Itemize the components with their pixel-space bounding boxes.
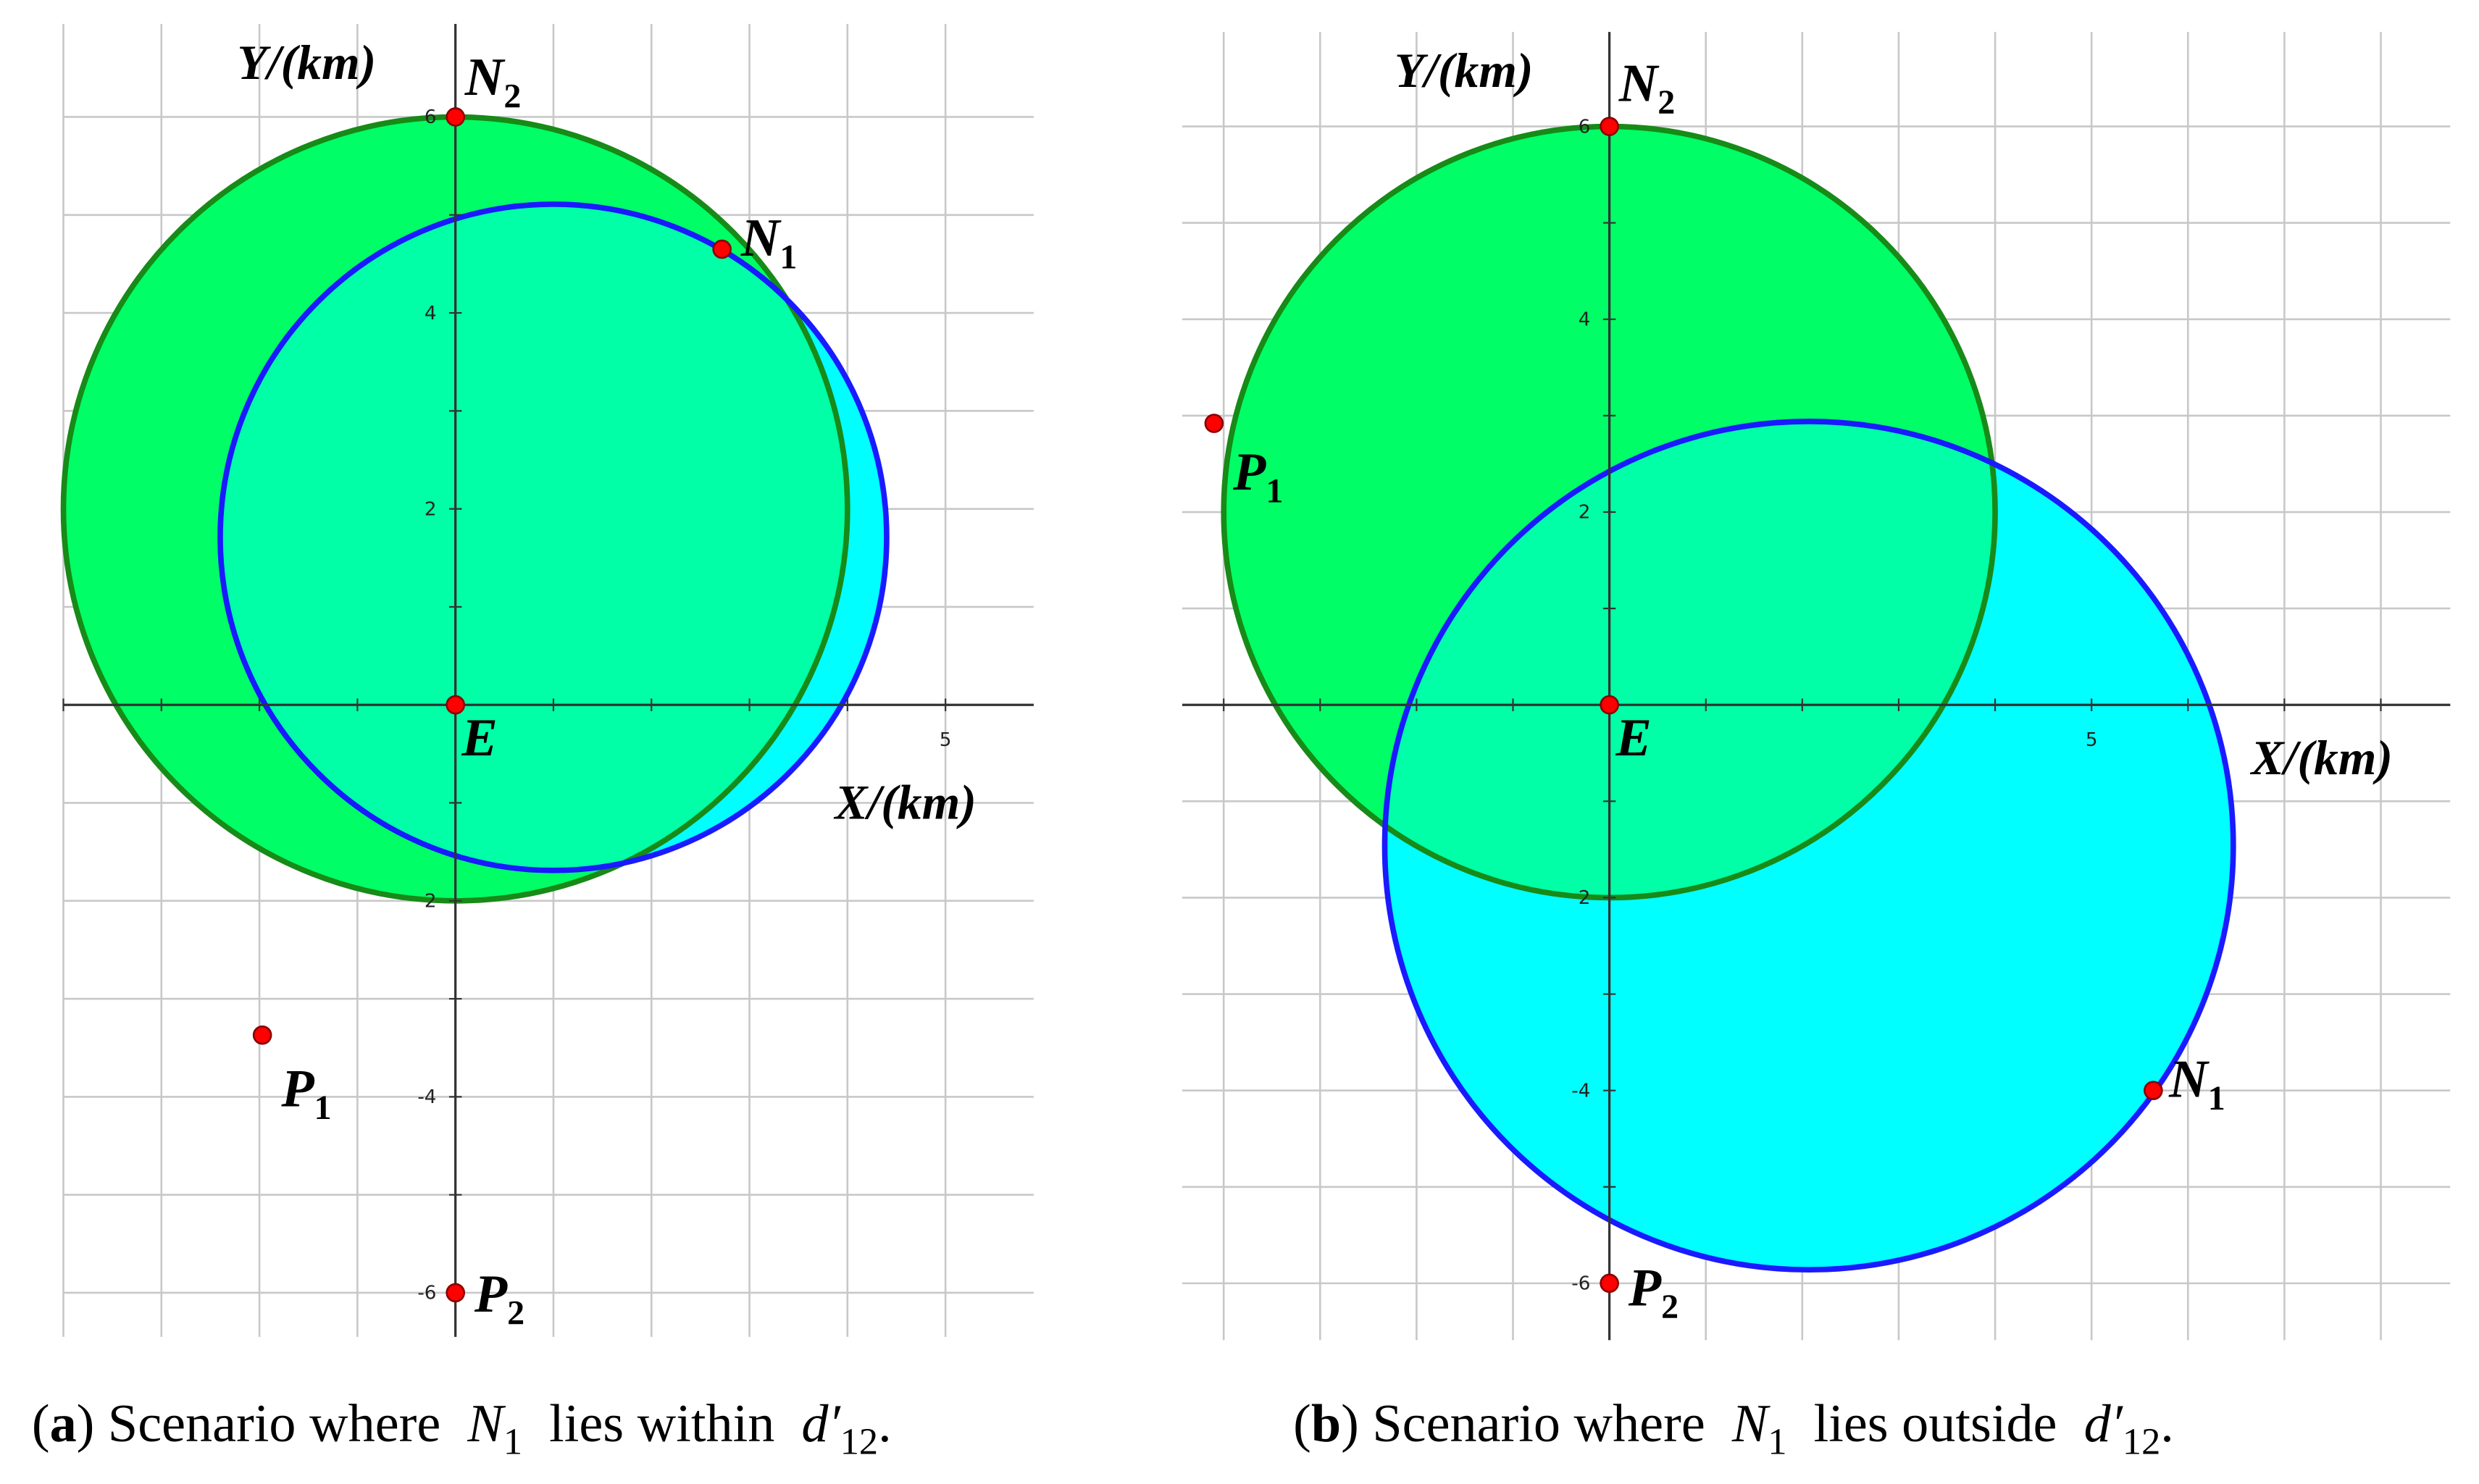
point-name: P <box>1628 1258 1662 1317</box>
point-label: N1 <box>740 209 798 276</box>
point <box>446 107 465 127</box>
caption-part: ) Scenario where <box>77 1394 468 1454</box>
caption: (a) Scenario where N1 lies within d′12. <box>32 1394 892 1462</box>
y-tick-label: 6 <box>425 106 437 128</box>
point-sub: 2 <box>1657 83 1675 122</box>
y-tick-label: 2 <box>425 891 437 913</box>
y-tick-label: 4 <box>425 303 437 324</box>
point-name: E <box>1615 708 1651 768</box>
caption-part: . <box>878 1394 892 1454</box>
point-label: E <box>1615 708 1651 768</box>
y-axis-label: Y/(km) <box>238 35 377 90</box>
y-tick-label: -6 <box>417 1283 436 1304</box>
point-sub: 2 <box>507 1294 524 1333</box>
caption-part: ( <box>32 1394 50 1454</box>
caption-part: d′ <box>801 1394 841 1454</box>
caption-part: N <box>1731 1394 1771 1454</box>
point-label: P2 <box>474 1265 524 1332</box>
point-sub: 1 <box>779 238 797 276</box>
y-tick-label: 2 <box>425 498 437 520</box>
point <box>712 239 732 259</box>
point <box>2144 1081 2163 1100</box>
x-tick-label: 5 <box>940 729 952 751</box>
point-label: P1 <box>280 1059 331 1126</box>
caption: (b) Scenario where N1 lies outside d′12. <box>1293 1394 2174 1462</box>
point-name: N <box>2168 1049 2210 1109</box>
caption-part: lies within <box>522 1394 801 1454</box>
point <box>446 695 465 715</box>
y-tick-label: 2 <box>1579 887 1591 909</box>
point <box>1600 117 1619 136</box>
y-tick-label: -4 <box>1571 1080 1590 1102</box>
caption-part: a <box>50 1394 77 1454</box>
circle-outline <box>1381 419 2236 1273</box>
caption-part: 1 <box>503 1421 522 1463</box>
point <box>252 1025 272 1045</box>
point-sub: 1 <box>314 1089 332 1127</box>
point <box>446 1283 465 1303</box>
point-label: N1 <box>2168 1049 2225 1117</box>
x-tick-label: 5 <box>2086 729 2098 751</box>
x-axis-label: X/(km) <box>833 775 976 829</box>
y-tick-label: -4 <box>417 1086 436 1108</box>
y-tick-label: 2 <box>1579 502 1591 524</box>
y-tick-label: -6 <box>1571 1273 1590 1295</box>
point-name: E <box>461 708 497 768</box>
point-label: N2 <box>1618 54 1676 122</box>
point-name: N <box>464 48 506 107</box>
point-label: P1 <box>1232 443 1283 510</box>
point-name: N <box>740 209 782 268</box>
caption-part: d′ <box>2084 1394 2124 1454</box>
caption-part: 12 <box>840 1421 878 1463</box>
point <box>1600 1273 1619 1294</box>
x-axis-label: X/(km) <box>2250 731 2393 785</box>
y-tick-label: 6 <box>1579 116 1591 138</box>
point <box>1204 414 1224 433</box>
caption-part: ) Scenario where <box>1341 1394 1732 1454</box>
y-tick-label: 4 <box>1579 309 1591 331</box>
point-name: P <box>280 1059 314 1118</box>
point-sub: 1 <box>2208 1079 2225 1118</box>
caption-part: lies outside <box>1787 1394 2084 1454</box>
point-sub: 2 <box>503 77 521 115</box>
caption-part: N <box>467 1394 506 1454</box>
circle-outline <box>217 201 890 873</box>
caption-part: ( <box>1293 1394 1311 1454</box>
point-sub: 2 <box>1661 1288 1679 1326</box>
point-name: P <box>1232 443 1266 502</box>
point <box>1600 695 1619 715</box>
caption-part: b <box>1311 1394 1341 1454</box>
point-label: N2 <box>464 48 522 115</box>
point-name: N <box>1618 54 1660 114</box>
point-label: E <box>461 708 497 768</box>
point-name: P <box>474 1265 508 1324</box>
caption-part: 1 <box>1768 1421 1786 1463</box>
y-axis-label: Y/(km) <box>1395 43 1534 98</box>
point-label: P2 <box>1628 1258 1679 1325</box>
point-sub: 1 <box>1266 472 1283 511</box>
caption-part: . <box>2160 1394 2174 1454</box>
caption-part: 12 <box>2123 1421 2160 1463</box>
